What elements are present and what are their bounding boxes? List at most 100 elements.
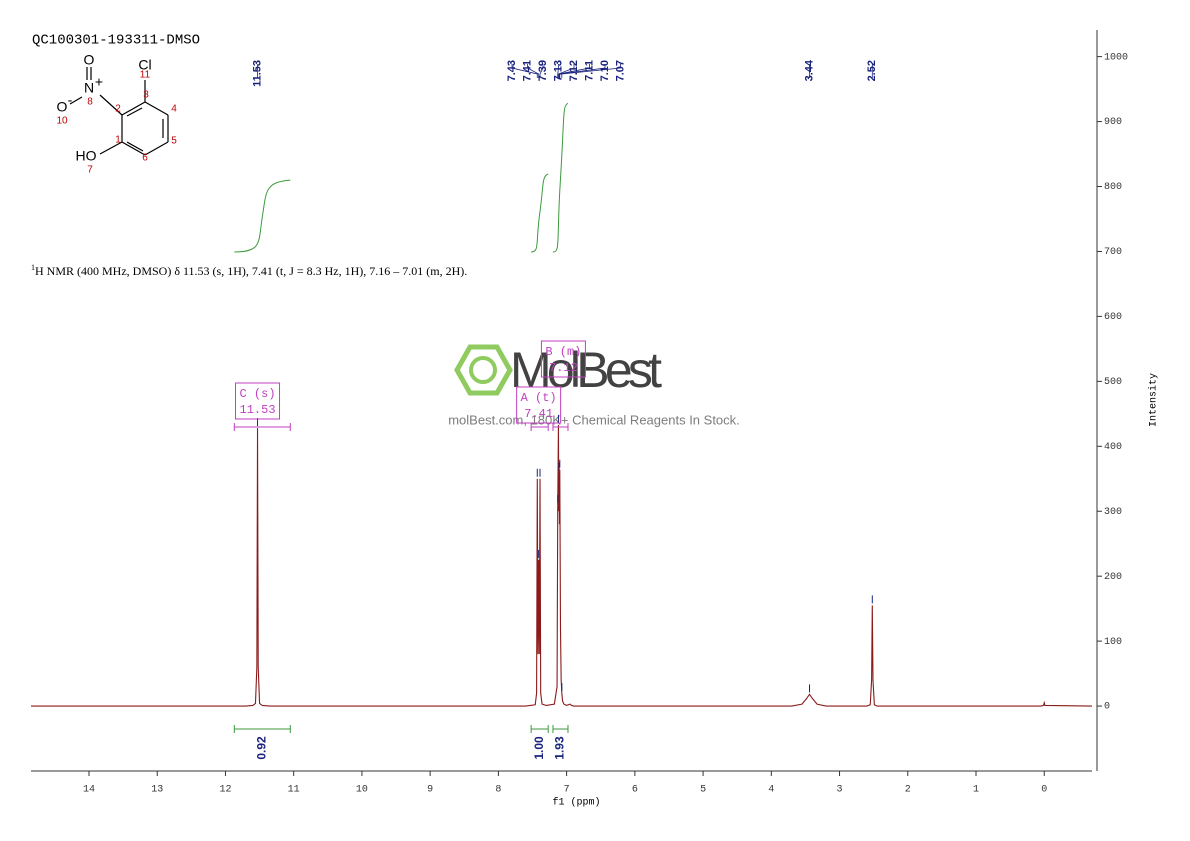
x-tick-label: 4	[768, 785, 774, 796]
peak-label: 7.07	[614, 60, 626, 81]
watermark-tagline: molBest.com, 180K+ Chemical Reagents In …	[448, 412, 740, 427]
peak-label: 7.10	[599, 60, 611, 81]
integral-label: 0.92	[254, 736, 268, 760]
peak-connector	[511, 64, 538, 78]
peak-connector	[558, 64, 575, 78]
superscript: 1	[31, 263, 35, 272]
bond	[121, 141, 146, 156]
integral-curve	[552, 102, 569, 253]
integral-label: 1.93	[553, 736, 567, 760]
y-tick-label: 600	[1104, 312, 1122, 323]
peak-connector	[527, 64, 540, 78]
atom-number: 5	[171, 136, 177, 147]
integral-label: 1.00	[532, 736, 546, 760]
integral-bracket	[233, 725, 291, 733]
peak-connector	[558, 64, 590, 78]
y-tick-label: 900	[1104, 117, 1122, 128]
logo	[469, 356, 497, 384]
x-tick-label: 11	[288, 785, 300, 796]
x-tick-label: 2	[905, 785, 911, 796]
y-tick-label: 200	[1104, 572, 1122, 583]
atom-number: 1	[115, 135, 121, 146]
integral-bracket	[552, 725, 569, 733]
peak-connector	[557, 64, 559, 78]
atom-number: 10	[56, 116, 68, 127]
peak-label: 7.41	[521, 60, 533, 81]
atom-label: Cl	[138, 57, 151, 73]
multiplet-shift: 7.41	[524, 407, 553, 421]
multiplet-bracket	[233, 423, 291, 431]
y-tick-label: 1000	[1104, 52, 1128, 63]
y-tick-label: 100	[1104, 637, 1122, 648]
bond	[126, 141, 144, 152]
multiplet-bracket	[530, 423, 549, 431]
multiplet-box	[235, 382, 281, 420]
y-tick-label: 500	[1104, 377, 1122, 388]
atom-label: N	[84, 80, 94, 96]
peak-label: 7.39	[537, 60, 549, 81]
multiplet-label: B (m)	[545, 345, 581, 359]
atom-number: 11	[140, 70, 151, 81]
multiplet-bracket	[552, 423, 569, 431]
x-tick-label: 3	[837, 785, 843, 796]
x-tick-label: 14	[83, 785, 95, 796]
x-tick-label: 6	[632, 785, 638, 796]
charge: +	[95, 74, 103, 90]
peak-connector	[559, 64, 606, 78]
atom-number: 6	[142, 153, 148, 164]
x-tick-label: 10	[356, 785, 368, 796]
atom-number: 4	[171, 104, 177, 115]
multiplet-shift: 11.53	[240, 403, 276, 417]
atom-number: 8	[87, 97, 93, 108]
x-tick-label: 9	[427, 785, 433, 796]
y-tick-label: 700	[1104, 247, 1122, 258]
multiplet-label: A (t)	[521, 391, 557, 405]
y-tick-label: 400	[1104, 442, 1122, 453]
bond	[144, 101, 169, 116]
x-tick-label: 7	[564, 785, 570, 796]
atom-label: O	[84, 52, 95, 68]
bond	[99, 94, 123, 116]
integral-curve	[234, 179, 291, 253]
charge: -	[68, 92, 73, 108]
peak-connector	[561, 64, 621, 78]
x-tick-label: 12	[219, 785, 231, 796]
x-axis-label: f1 (ppm)	[552, 797, 600, 809]
multiplet-shift: 7.12	[549, 361, 578, 375]
x-tick-label: 5	[700, 785, 706, 796]
atom-number: 3	[143, 90, 149, 101]
structure: Cl O N + O - HO 11 3 4 5 6 1 2 8 10 7	[56, 52, 177, 176]
peak-label: 7.43	[506, 60, 518, 81]
y-tick-label: 300	[1104, 507, 1122, 518]
logo	[454, 344, 513, 396]
chart-title: QC100301-193311-DMSO	[32, 33, 200, 49]
bond	[69, 96, 83, 105]
y-tick-label: 0	[1104, 702, 1110, 713]
x-tick-label: 13	[151, 785, 163, 796]
x-tick-label: 0	[1041, 785, 1047, 796]
y-tick-label: 800	[1104, 182, 1122, 193]
peak-connector	[539, 64, 544, 78]
x-tick-label: 8	[495, 785, 501, 796]
spectrum-line	[31, 424, 1093, 707]
integral-curve	[531, 173, 549, 253]
watermark-name: MolBest	[510, 342, 662, 398]
bond	[126, 107, 143, 117]
bond	[99, 141, 123, 155]
atom-number: 2	[115, 104, 121, 115]
multiplet-box	[540, 340, 586, 378]
atom-label: O	[57, 99, 68, 115]
integral-bracket	[530, 725, 549, 733]
bond	[121, 101, 146, 116]
nmr-description: 1H NMR (400 MHz, DMSO) δ 11.53 (s, 1H), …	[31, 263, 467, 278]
bond	[144, 141, 169, 156]
description-text: H NMR (400 MHz, DMSO) δ 11.53 (s, 1H), 7…	[35, 264, 467, 278]
x-tick-label: 1	[973, 785, 979, 796]
multiplet-label: C (s)	[240, 387, 276, 401]
watermark: MolBest molBest.com, 180K+ Chemical Reag…	[448, 342, 740, 427]
y-axis-label: Intensity	[1148, 373, 1160, 427]
atom-number: 7	[87, 165, 93, 176]
atom-label: HO	[76, 148, 97, 164]
multiplet-box	[516, 386, 562, 424]
